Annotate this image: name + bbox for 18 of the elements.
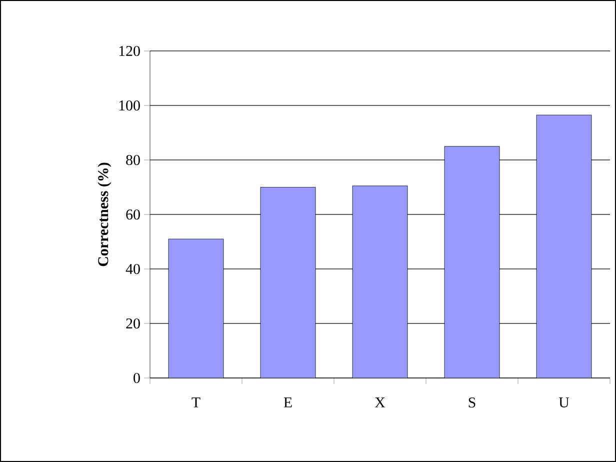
bar xyxy=(260,187,316,378)
y-axis-title: Correctness (%) xyxy=(98,162,112,266)
bar xyxy=(444,146,500,378)
y-tick-label: 20 xyxy=(126,318,140,329)
y-tick-label: 40 xyxy=(126,264,140,274)
x-tick-label: X xyxy=(374,398,386,408)
bar xyxy=(168,238,224,378)
x-tick-label: U xyxy=(558,398,570,408)
y-tick-label: 60 xyxy=(126,209,140,220)
x-tick-label: S xyxy=(468,398,476,408)
x-tick-label: T xyxy=(192,398,200,408)
x-tick-label: E xyxy=(284,398,292,408)
y-tick-label: 0 xyxy=(134,372,140,384)
y-tick-label: 80 xyxy=(126,154,140,166)
bar xyxy=(352,186,408,378)
y-tick-label: 120 xyxy=(119,46,140,56)
bar xyxy=(536,114,592,378)
y-tick-label: 100 xyxy=(119,100,140,111)
